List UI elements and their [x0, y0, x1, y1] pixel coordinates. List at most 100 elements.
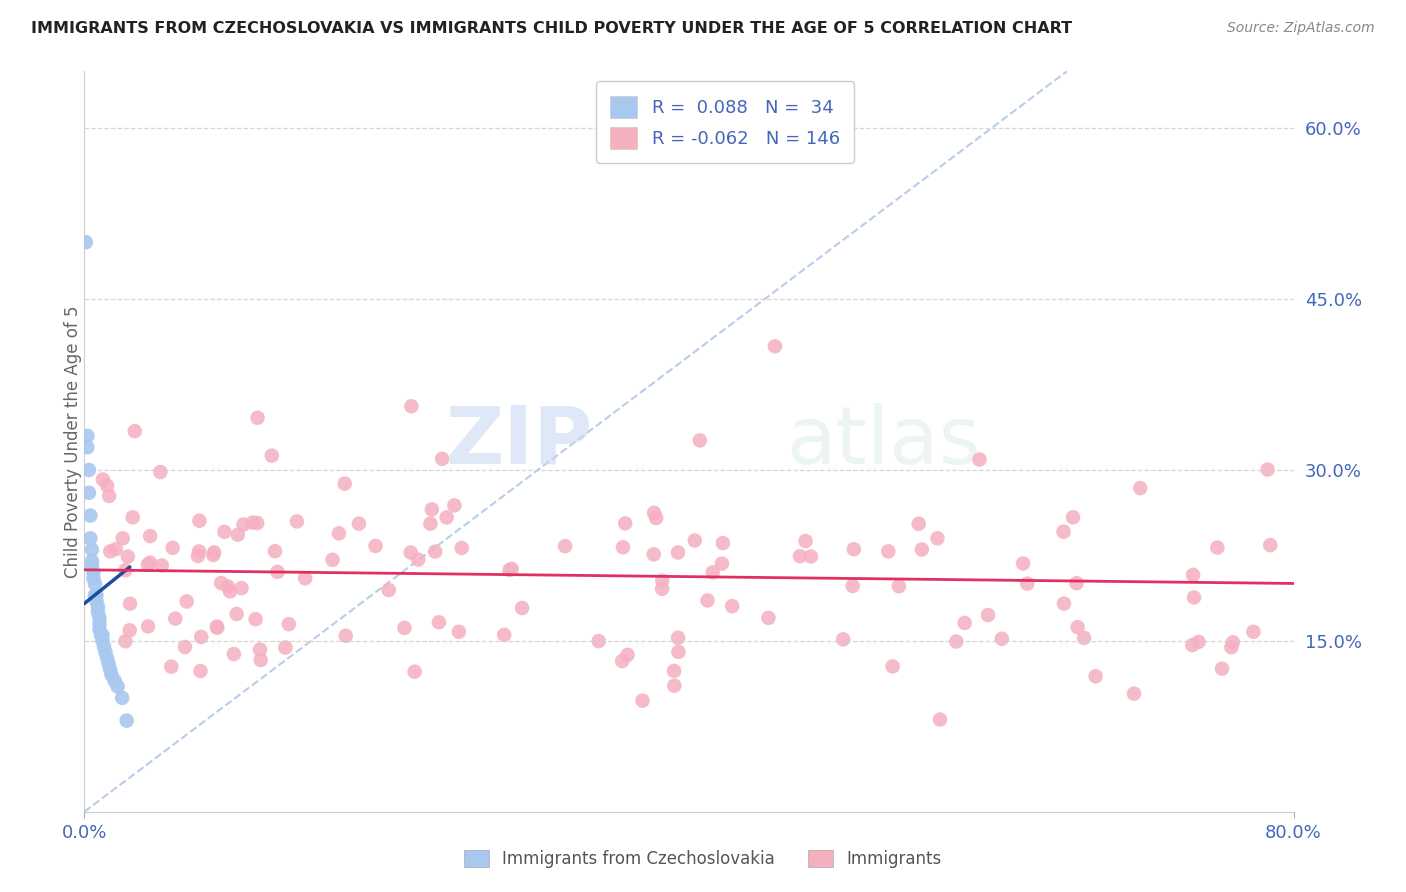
Point — [82, 571, 104, 585]
Point — [249, 642, 271, 657]
Point — [832, 632, 855, 647]
Point — [91, 473, 114, 487]
Point — [1241, 624, 1264, 639]
Point — [117, 549, 139, 564]
Point — [1066, 576, 1088, 591]
Point — [789, 549, 811, 564]
Point — [399, 545, 422, 559]
Point — [91, 628, 114, 642]
Point — [76, 440, 98, 454]
Text: IMMIGRANTS FROM CZECHOSLOVAKIA VS IMMIGRANTS CHILD POVERTY UNDER THE AGE OF 5 CO: IMMIGRANTS FROM CZECHOSLOVAKIA VS IMMIGR… — [31, 21, 1071, 37]
Point — [927, 531, 949, 545]
Point — [651, 574, 673, 588]
Point — [121, 510, 143, 524]
Point — [425, 544, 447, 558]
Point — [1073, 631, 1095, 645]
Point — [80, 542, 103, 557]
Point — [447, 624, 470, 639]
Point — [202, 545, 225, 559]
Point — [662, 664, 685, 678]
Point — [96, 651, 118, 665]
Point — [245, 612, 267, 626]
Point — [668, 645, 690, 659]
Point — [1012, 557, 1035, 571]
Text: ZIP: ZIP — [444, 402, 592, 481]
Point — [1129, 481, 1152, 495]
Point — [274, 640, 297, 655]
Point — [100, 668, 122, 682]
Point — [614, 516, 637, 531]
Point — [104, 673, 127, 688]
Point — [87, 599, 110, 614]
Point — [794, 534, 817, 549]
Point — [75, 235, 97, 250]
Point — [246, 410, 269, 425]
Point — [721, 599, 744, 613]
Point — [430, 451, 453, 466]
Point — [188, 544, 211, 558]
Point — [907, 516, 929, 531]
Point — [1257, 462, 1279, 476]
Point — [176, 594, 198, 608]
Point — [232, 517, 254, 532]
Point — [501, 562, 523, 576]
Point — [139, 529, 162, 543]
Point — [1066, 620, 1088, 634]
Point — [450, 541, 472, 555]
Point — [1206, 541, 1229, 555]
Point — [87, 606, 110, 620]
Point — [76, 429, 98, 443]
Point — [124, 424, 146, 438]
Point — [401, 399, 423, 413]
Point — [77, 463, 100, 477]
Point — [226, 527, 249, 541]
Point — [89, 623, 111, 637]
Point — [264, 544, 287, 558]
Point — [643, 547, 665, 561]
Point — [882, 659, 904, 673]
Point — [205, 621, 228, 635]
Point — [711, 536, 734, 550]
Point — [246, 516, 269, 530]
Point — [377, 582, 399, 597]
Point — [1052, 524, 1074, 539]
Point — [420, 502, 443, 516]
Point — [419, 516, 441, 531]
Point — [96, 478, 118, 492]
Point — [86, 588, 108, 602]
Point — [202, 548, 225, 562]
Point — [651, 582, 673, 596]
Point — [111, 531, 134, 545]
Text: atlas: atlas — [786, 402, 980, 481]
Point — [1062, 510, 1084, 524]
Point — [84, 577, 107, 591]
Point — [406, 552, 429, 566]
Point — [689, 434, 711, 448]
Point — [222, 647, 245, 661]
Point — [333, 476, 356, 491]
Point — [443, 499, 465, 513]
Point — [554, 539, 576, 553]
Point — [285, 515, 308, 529]
Point — [1220, 640, 1243, 655]
Point — [86, 594, 108, 608]
Point — [160, 659, 183, 673]
Point — [758, 611, 780, 625]
Point — [139, 556, 162, 570]
Point — [90, 628, 112, 642]
Point — [588, 634, 610, 648]
Point — [510, 601, 533, 615]
Point — [150, 558, 173, 573]
Point — [1017, 576, 1039, 591]
Point — [190, 630, 212, 644]
Point — [977, 607, 1000, 622]
Point — [231, 581, 253, 595]
Point — [91, 633, 114, 648]
Point — [841, 579, 863, 593]
Point — [702, 566, 724, 580]
Point — [1123, 687, 1146, 701]
Point — [347, 516, 370, 531]
Point — [800, 549, 823, 564]
Point — [149, 465, 172, 479]
Point — [294, 571, 316, 585]
